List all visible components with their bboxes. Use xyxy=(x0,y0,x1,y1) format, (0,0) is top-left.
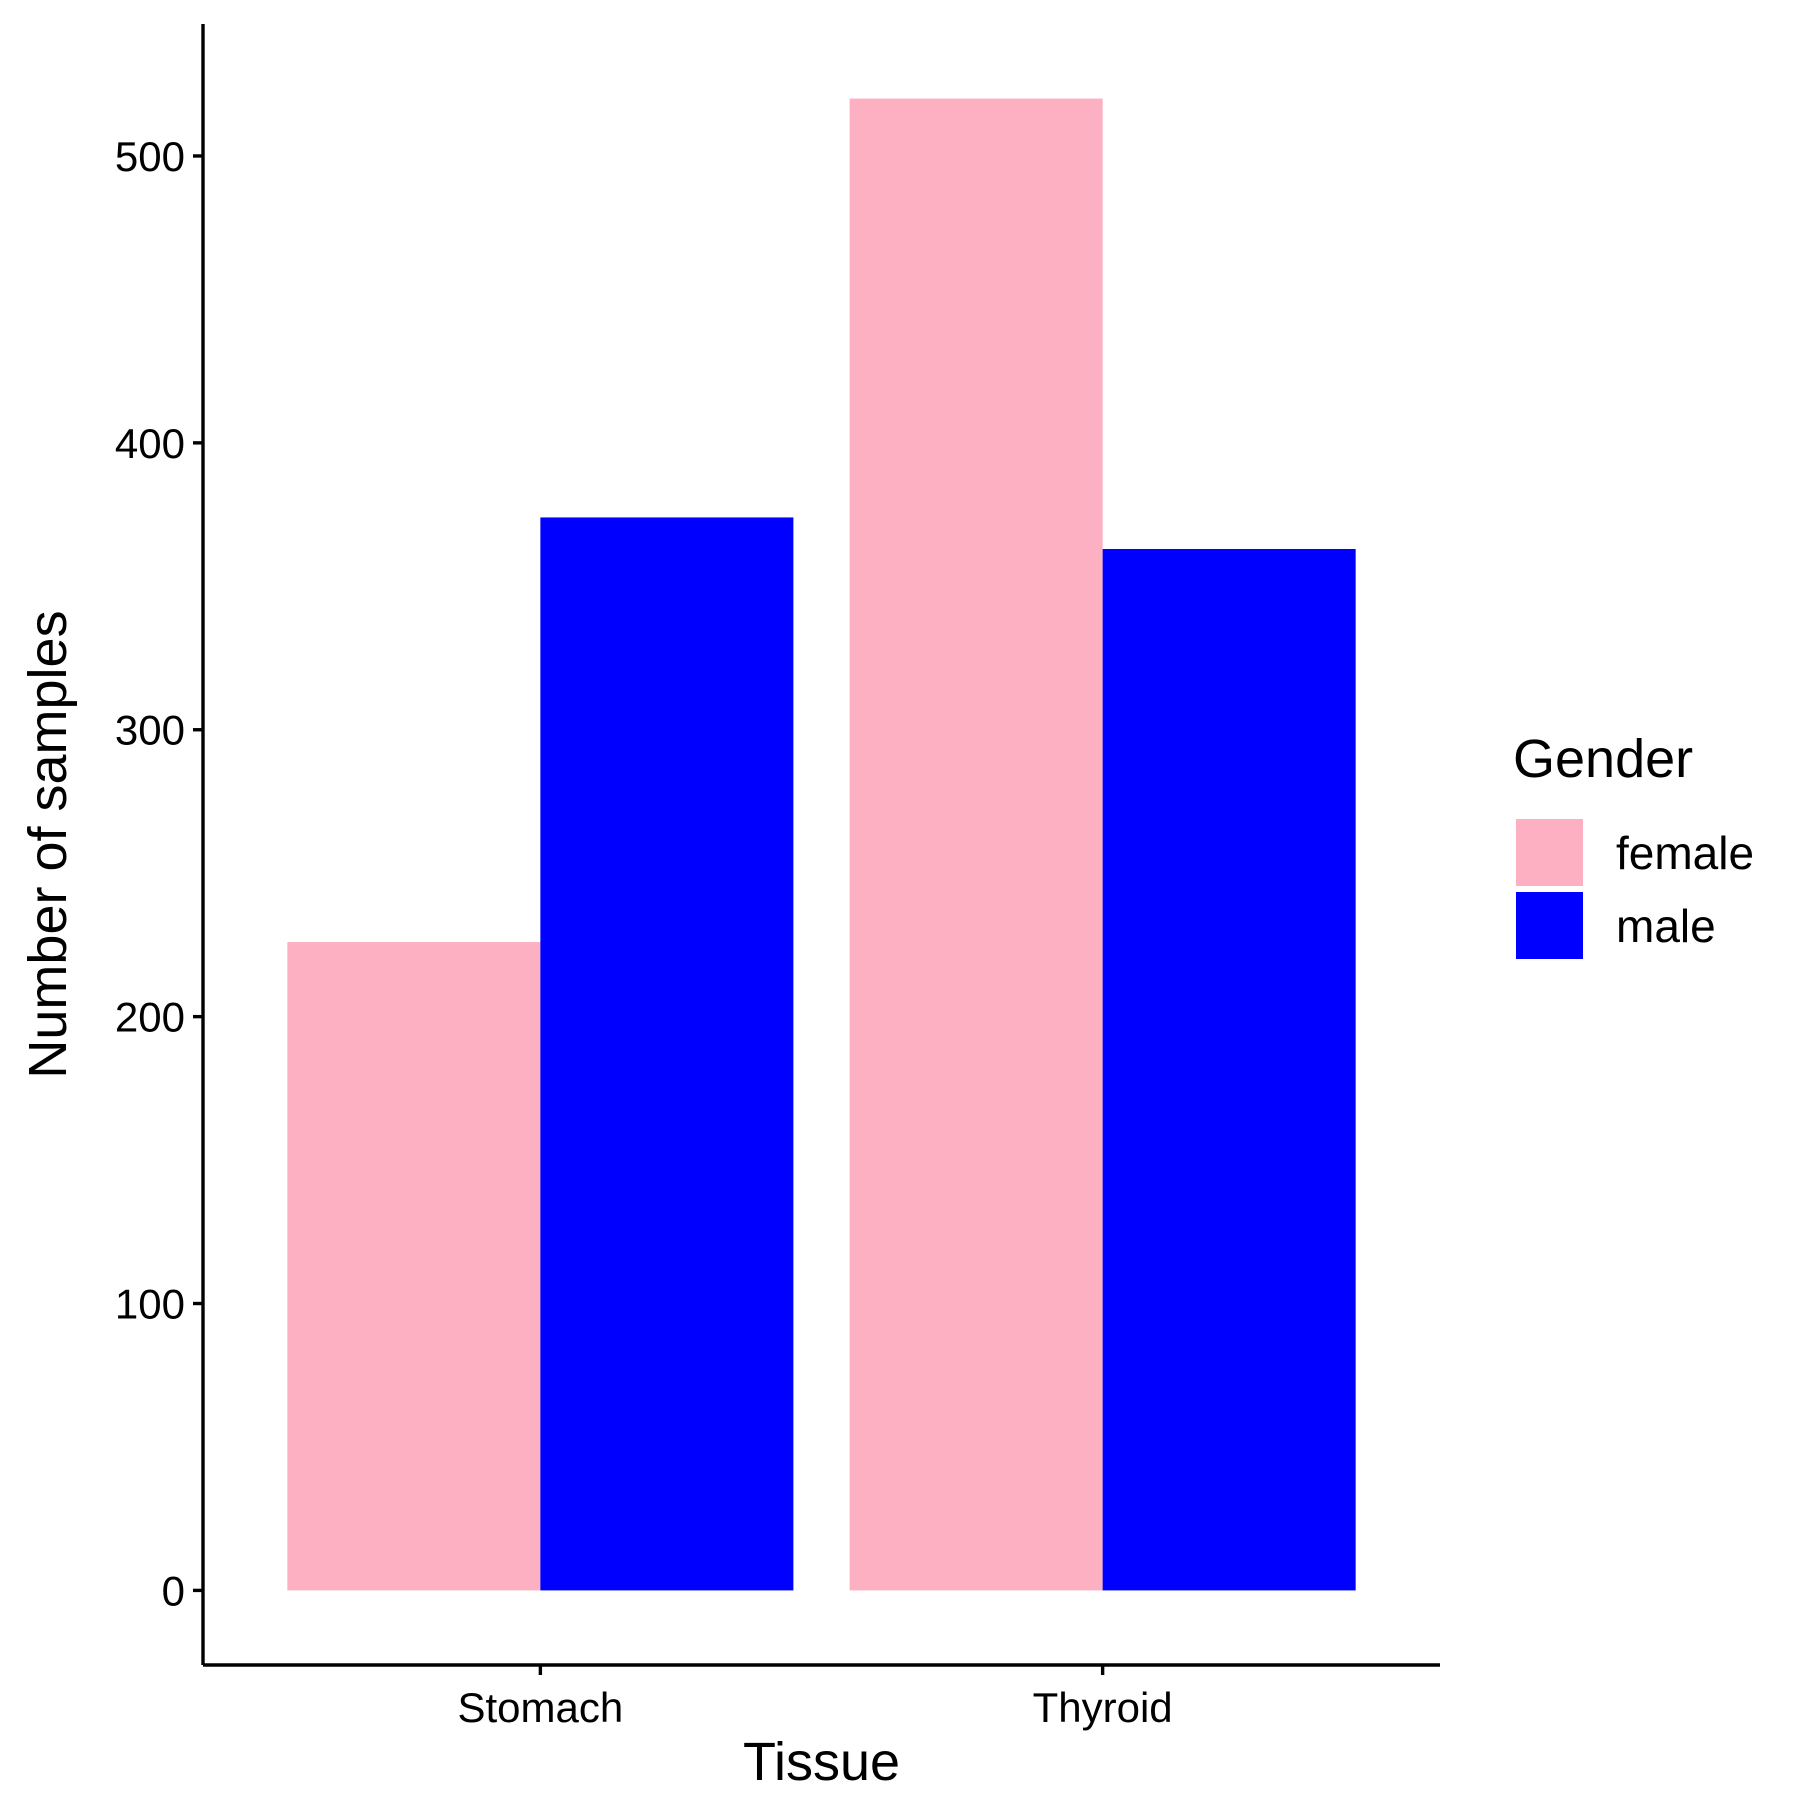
bar-thyroid-female xyxy=(849,98,1103,1591)
bar-thyroid-male xyxy=(1102,549,1356,1591)
legend-key-female xyxy=(1516,819,1583,886)
legend-key-male xyxy=(1516,892,1583,959)
x-tick-label: Thyroid xyxy=(1033,1684,1173,1731)
legend-label-male: male xyxy=(1616,900,1716,952)
bar-stomach-female xyxy=(287,942,541,1591)
legend-label-female: female xyxy=(1616,827,1754,879)
bar-stomach-male xyxy=(540,517,794,1591)
y-tick-label: 400 xyxy=(115,420,185,467)
y-tick-label: 300 xyxy=(115,707,185,754)
y-tick-label: 500 xyxy=(115,133,185,180)
legend-title: Gender xyxy=(1513,729,1693,789)
x-axis-ticks: Stomach Thyroid xyxy=(457,1665,1173,1731)
bars-group xyxy=(287,98,1356,1591)
y-axis-ticks: 0 100 200 300 400 500 xyxy=(115,133,203,1614)
y-tick-label: 0 xyxy=(162,1567,185,1614)
x-tick-label: Stomach xyxy=(457,1684,623,1731)
y-tick-label: 100 xyxy=(115,1281,185,1328)
y-axis-title: Number of samples xyxy=(18,610,78,1078)
legend: Gender female male xyxy=(1513,729,1754,959)
y-tick-label: 200 xyxy=(115,994,185,1041)
x-axis-title: Tissue xyxy=(743,1732,900,1792)
legend-items: female male xyxy=(1516,819,1754,959)
